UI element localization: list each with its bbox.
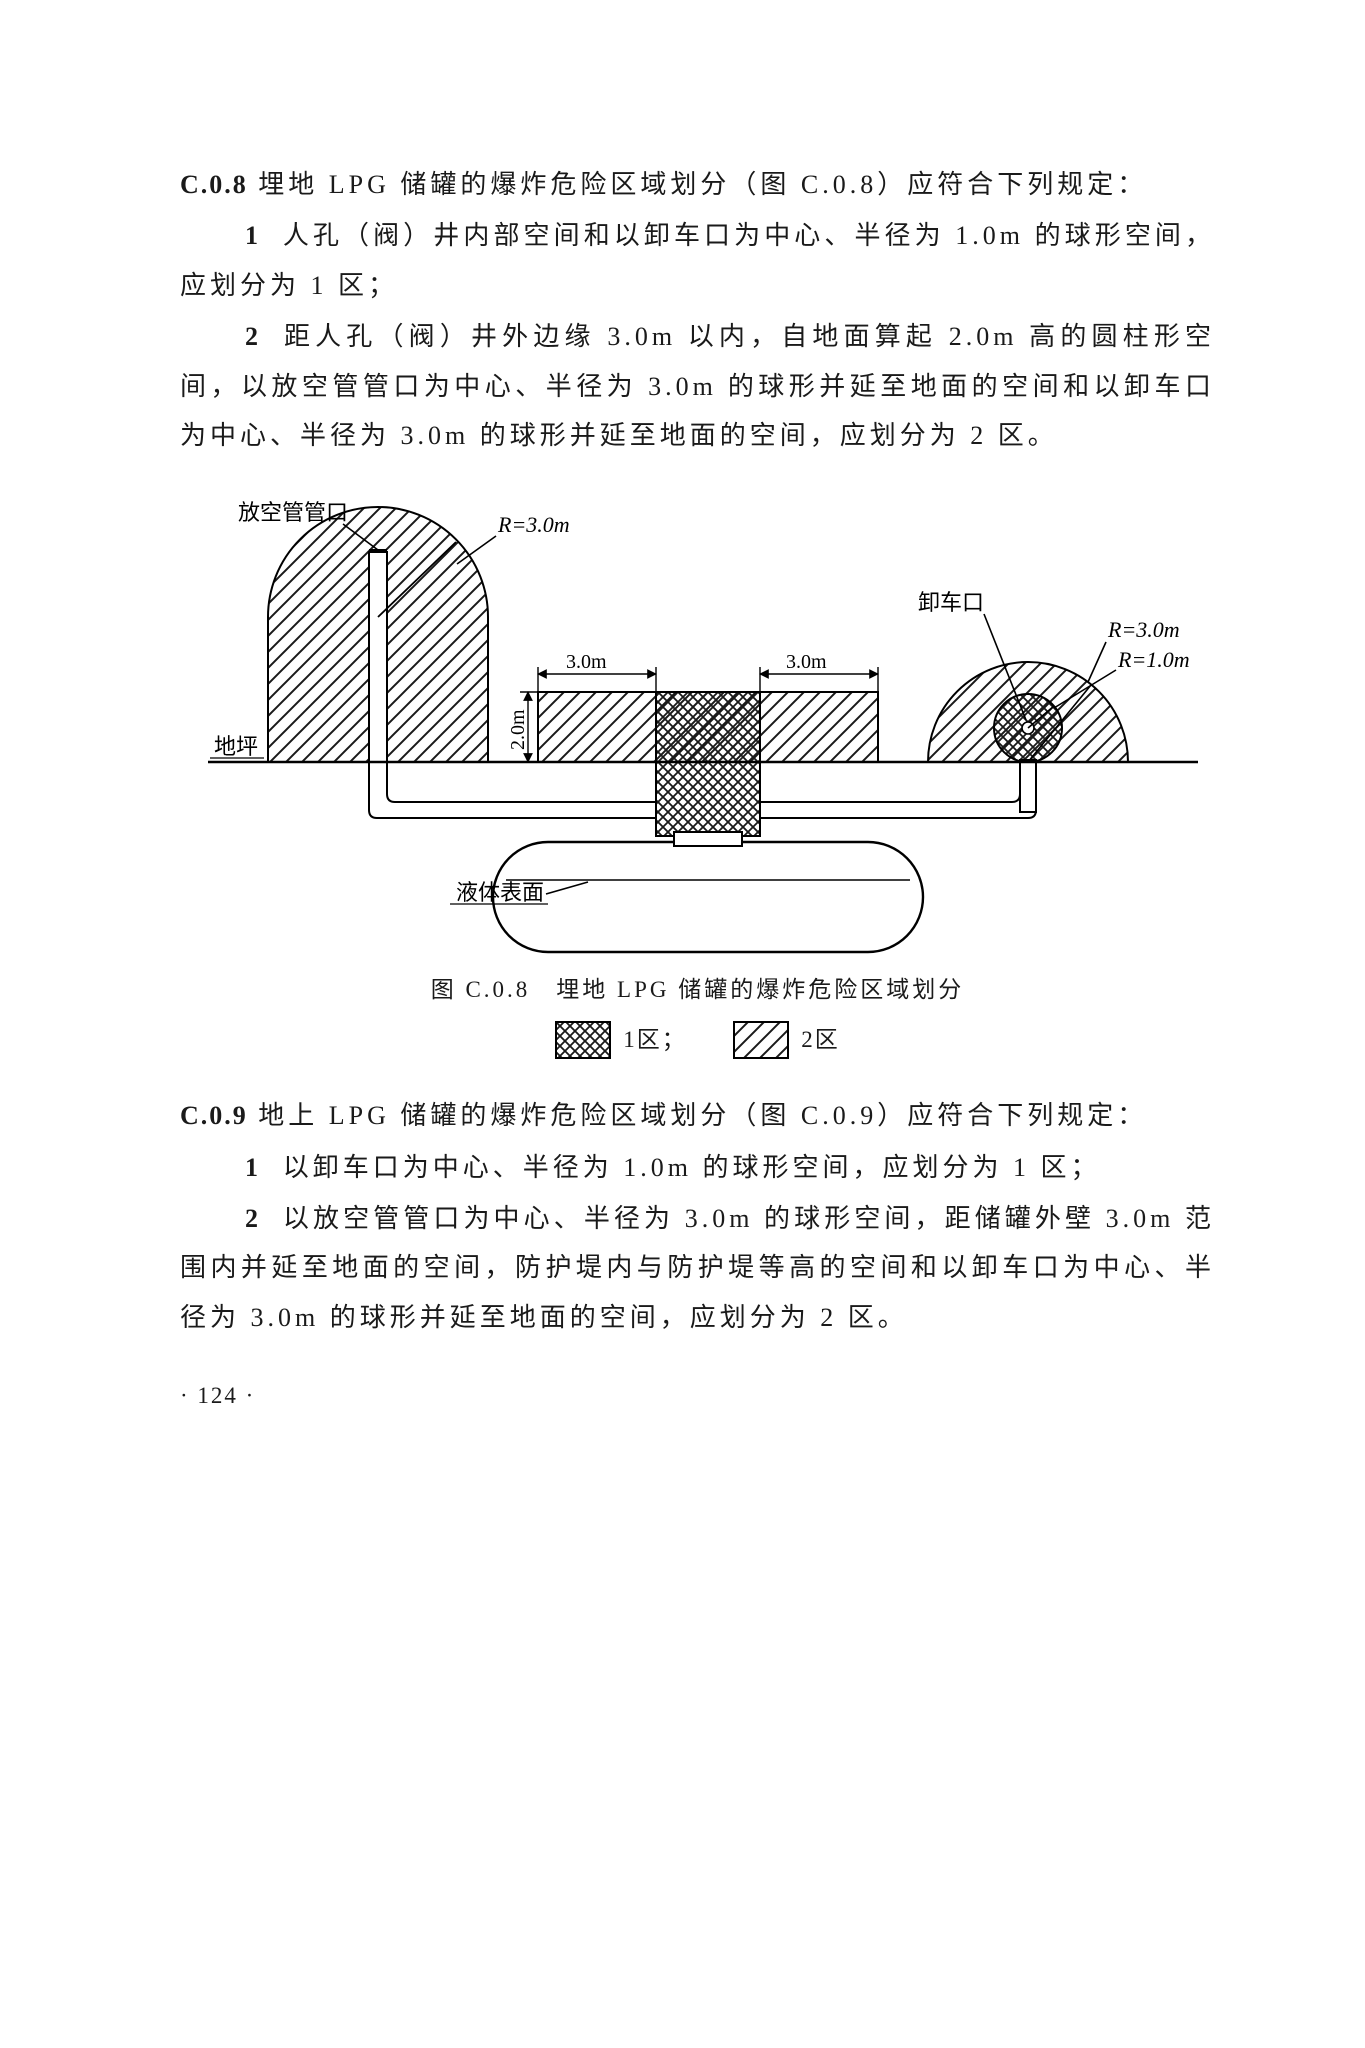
legend-zone2: 2区 [733,1018,840,1062]
c08-item2: 2距人孔（阀）井外边缘 3.0m 以内，自地面算起 2.0m 高的圆柱形空间，以… [180,312,1215,460]
c08-item1: 1人孔（阀）井内部空间和以卸车口为中心、半径为 1.0m 的球形空间，应划分为 … [180,211,1215,310]
c08-head-number: C.0.8 [180,170,248,199]
label-r10: R=1.0m [1117,647,1190,672]
c09-item1: 1 以卸车口为中心、半径为 1.0m 的球形空间，应划分为 1 区； [180,1143,1215,1192]
c09-item2-num: 2 [245,1204,262,1233]
figure-caption: 图 C.0.8 埋地 LPG 储罐的爆炸危险区域划分 [180,968,1215,1012]
c08-item2-text: 距人孔（阀）井外边缘 3.0m 以内，自地面算起 2.0m 高的圆柱形空间，以放… [180,322,1215,450]
label-vent-outlet: 放空管管口 [238,500,348,525]
legend-zone1-label: 1区； [623,1018,687,1062]
label-unload-port: 卸车口 [918,590,984,615]
legend-zone2-swatch [733,1021,789,1059]
c09-item2: 2以放空管管口为中心、半径为 3.0m 的球形空间，距储罐外壁 3.0m 范围内… [180,1194,1215,1342]
label-r30-left: R=3.0m [497,512,570,537]
figure-legend: 1区； 2区 [180,1018,1215,1075]
label-dim-30-right: 3.0m [786,651,827,673]
label-ground: 地坪 [214,734,258,759]
c08-item1-num: 1 [245,221,262,250]
c08-item2-num: 2 [245,322,262,351]
legend-zone1-swatch [555,1021,611,1059]
c09-item2-text: 以放空管管口为中心、半径为 3.0m 的球形空间，距储罐外壁 3.0m 范围内并… [180,1204,1215,1332]
c09-item1-num: 1 [245,1153,262,1182]
figure-c08-svg: 放空管管口 R=3.0m 3.0m 3.0m 2.0m [188,492,1208,962]
c08-heading: C.0.8 埋地 LPG 储罐的爆炸危险区域划分（图 C.0.8）应符合下列规定… [180,160,1215,209]
section-c08: C.0.8 埋地 LPG 储罐的爆炸危险区域划分（图 C.0.8）应符合下列规定… [180,160,1215,460]
figure-c08: 放空管管口 R=3.0m 3.0m 3.0m 2.0m [180,492,1215,1075]
c09-head-number: C.0.9 [180,1101,248,1130]
c08-head-text: 埋地 LPG 储罐的爆炸危险区域划分（图 C.0.8）应符合下列规定： [258,170,1147,199]
c09-heading: C.0.9 地上 LPG 储罐的爆炸危险区域划分（图 C.0.9）应符合下列规定… [180,1091,1215,1140]
c08-item1-text: 人孔（阀）井内部空间和以卸车口为中心、半径为 1.0m 的球形空间，应划分为 1… [180,221,1215,299]
label-dim-30-left: 3.0m [566,651,607,673]
c09-head-text: 地上 LPG 储罐的爆炸危险区域划分（图 C.0.9）应符合下列规定： [258,1101,1147,1130]
section-c09: C.0.9 地上 LPG 储罐的爆炸危险区域划分（图 C.0.9）应符合下列规定… [180,1091,1215,1342]
label-dim-20: 2.0m [507,709,529,750]
label-r30-right: R=3.0m [1107,617,1180,642]
page-number: · 124 · [180,1374,1215,1418]
c09-item1-text: 以卸车口为中心、半径为 1.0m 的球形空间，应划分为 1 区； [283,1153,1101,1182]
legend-zone1: 1区； [555,1018,687,1062]
legend-zone2-label: 2区 [801,1018,840,1062]
label-liquid-surface: 液体表面 [456,880,544,905]
